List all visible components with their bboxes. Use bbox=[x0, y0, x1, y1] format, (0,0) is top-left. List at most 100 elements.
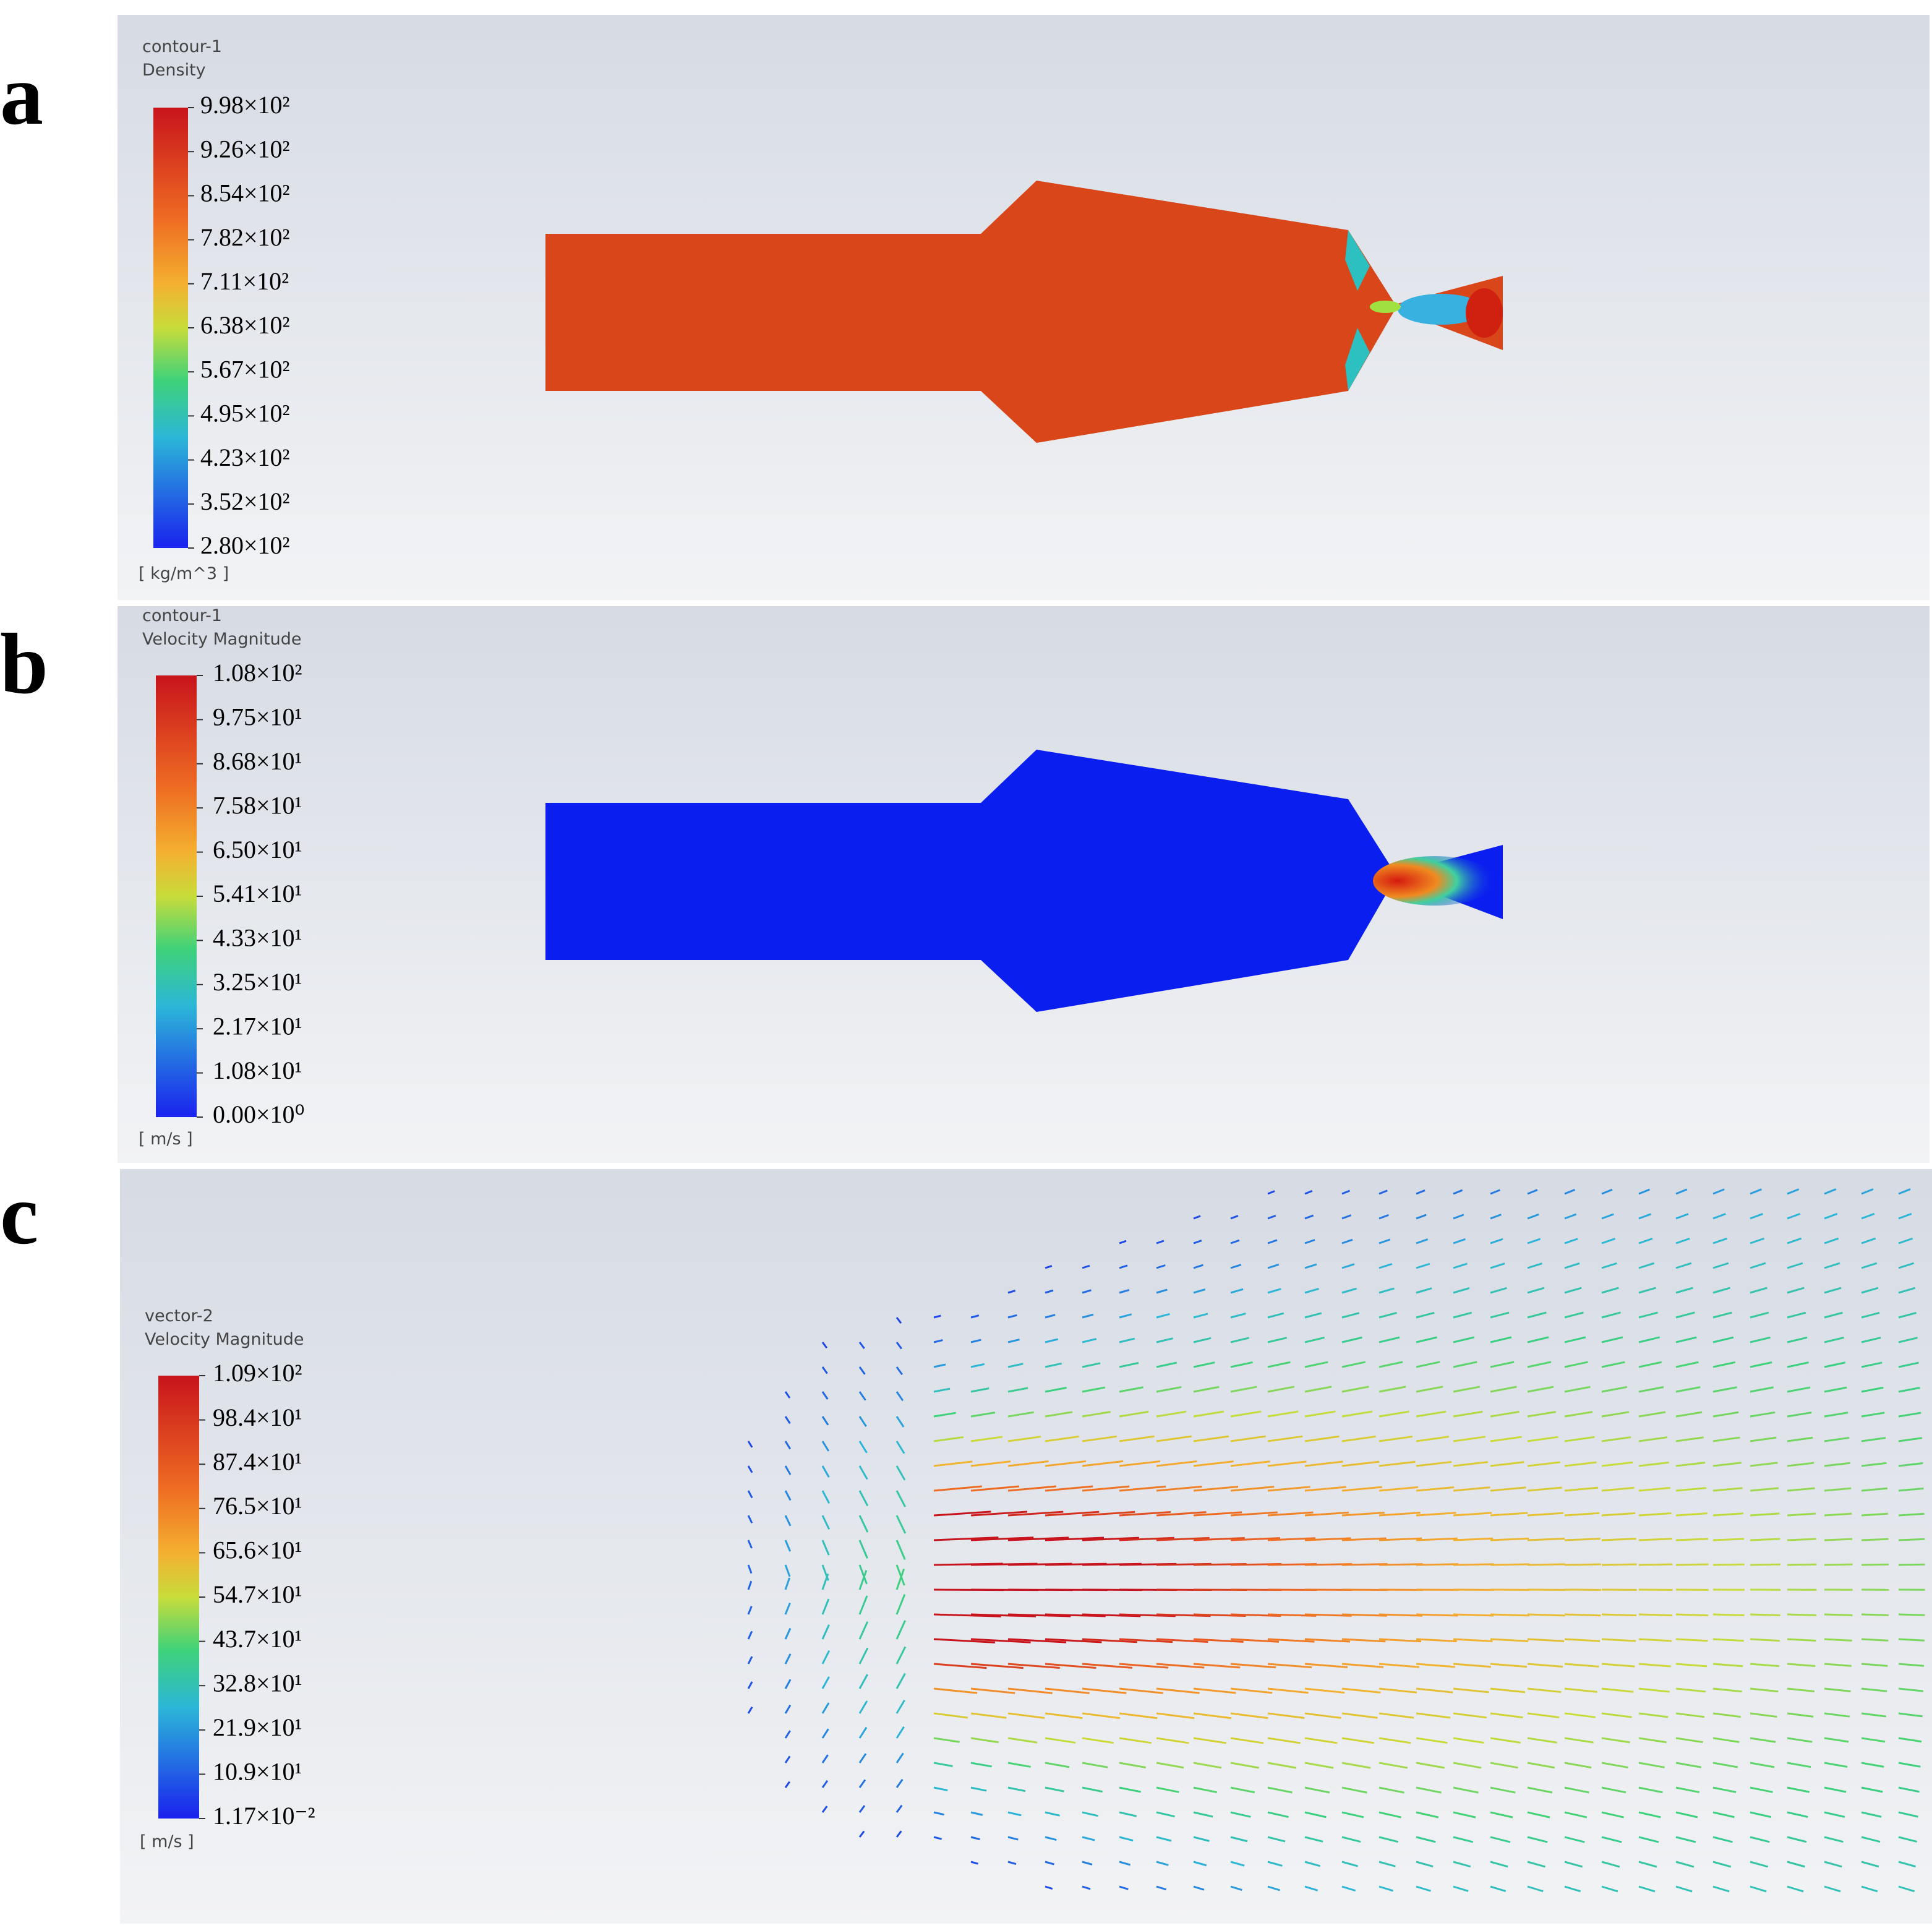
vector-arrow bbox=[747, 1681, 753, 1689]
vector-arrow bbox=[1898, 1512, 1925, 1517]
vector-arrow bbox=[1341, 1885, 1356, 1892]
vector-arrow bbox=[1007, 1712, 1045, 1719]
vector-arrow bbox=[1675, 1563, 1709, 1566]
vector-arrow bbox=[1898, 1312, 1917, 1319]
vector-arrow bbox=[1898, 1687, 1924, 1692]
vector-arrow bbox=[1861, 1262, 1878, 1269]
vector-arrow bbox=[1824, 1836, 1844, 1843]
vector-arrow bbox=[1712, 1712, 1741, 1718]
vector-arrow bbox=[1564, 1311, 1584, 1319]
vector-arrow bbox=[1527, 1512, 1564, 1517]
vector-arrow bbox=[858, 1779, 866, 1788]
vector-arrow bbox=[1119, 1460, 1161, 1467]
vector-arrow bbox=[1527, 1411, 1557, 1418]
vector-arrow bbox=[1045, 1289, 1054, 1294]
vector-arrow bbox=[1230, 1537, 1280, 1541]
vector-arrow bbox=[1750, 1638, 1780, 1642]
vector-arrow bbox=[1564, 1189, 1576, 1195]
vector-arrow bbox=[1230, 1663, 1276, 1669]
vector-arrow bbox=[1341, 1687, 1381, 1694]
vector-arrow bbox=[1490, 1563, 1530, 1566]
vector-arrow bbox=[1638, 1712, 1669, 1718]
vector-arrow bbox=[1787, 1188, 1800, 1195]
vector-arrow bbox=[784, 1653, 792, 1665]
vector-arrow bbox=[1601, 1786, 1626, 1794]
vector-arrow bbox=[1750, 1663, 1779, 1668]
vector-arrow bbox=[1378, 1885, 1394, 1892]
vector-arrow bbox=[1490, 1311, 1510, 1319]
vector-arrow bbox=[1750, 1287, 1767, 1294]
vector-arrow bbox=[1416, 1861, 1434, 1867]
vector-arrow bbox=[1230, 1337, 1249, 1343]
vector-arrow bbox=[1267, 1214, 1276, 1220]
vector-arrow bbox=[1861, 1762, 1884, 1768]
vector-arrow bbox=[1193, 1613, 1246, 1617]
vector-arrow bbox=[1861, 1212, 1875, 1220]
vector-arrow bbox=[784, 1490, 792, 1501]
vector-arrow bbox=[1453, 1687, 1489, 1694]
vector-arrow bbox=[784, 1627, 792, 1640]
vector-arrow bbox=[1341, 1238, 1353, 1245]
vector-arrow bbox=[821, 1342, 828, 1349]
vector-arrow bbox=[1490, 1512, 1528, 1517]
vector-arrow bbox=[1193, 1511, 1242, 1517]
vector-arrow bbox=[1898, 1563, 1925, 1566]
vector-arrow bbox=[821, 1728, 829, 1739]
vector-arrow bbox=[1045, 1314, 1056, 1319]
vector-arrow bbox=[970, 1613, 1037, 1617]
vector-arrow bbox=[1750, 1361, 1772, 1368]
vector-arrow bbox=[1267, 1263, 1280, 1269]
vector-arrow bbox=[1750, 1885, 1767, 1893]
vector-arrow bbox=[1193, 1638, 1244, 1643]
vector-arrow bbox=[1898, 1487, 1924, 1492]
vector-arrow bbox=[1230, 1486, 1275, 1492]
vector-arrow bbox=[1082, 1663, 1132, 1669]
vector-arrow bbox=[1861, 1861, 1879, 1868]
vector-arrow bbox=[1453, 1214, 1464, 1220]
vector-arrow bbox=[1193, 1712, 1232, 1720]
vector-arrow bbox=[970, 1460, 1011, 1467]
vector-arrow bbox=[1787, 1613, 1817, 1616]
vector-arrow bbox=[1156, 1712, 1195, 1720]
vector-arrow bbox=[1712, 1361, 1736, 1368]
vector-arrow bbox=[895, 1441, 905, 1454]
vector-arrow bbox=[1750, 1512, 1780, 1517]
vector-arrow bbox=[1267, 1861, 1283, 1867]
panel-bg bbox=[120, 1169, 1932, 1924]
vector-arrow bbox=[1341, 1361, 1366, 1368]
vector-arrow bbox=[1007, 1339, 1020, 1343]
vector-arrow bbox=[1675, 1786, 1700, 1794]
vector-arrow bbox=[1119, 1264, 1128, 1269]
vector-arrow bbox=[1193, 1361, 1215, 1368]
vector-arrow bbox=[1119, 1687, 1163, 1694]
vector-arrow bbox=[1045, 1885, 1053, 1890]
vector-arrow bbox=[1156, 1613, 1211, 1617]
vector-arrow bbox=[1378, 1460, 1416, 1467]
vector-arrow bbox=[1527, 1786, 1553, 1794]
vector-arrow bbox=[1712, 1762, 1738, 1768]
vector-arrow bbox=[1898, 1811, 1918, 1818]
vector-arrow bbox=[1824, 1663, 1852, 1667]
vector-arrow bbox=[1007, 1836, 1019, 1841]
vector-arrow bbox=[1712, 1188, 1725, 1195]
vector-arrow bbox=[1787, 1436, 1813, 1442]
vector-arrow bbox=[1490, 1537, 1529, 1541]
vector-arrow bbox=[784, 1465, 792, 1475]
vector-arrow bbox=[1304, 1663, 1348, 1668]
vector-arrow bbox=[895, 1391, 904, 1402]
colorbar-tick-label: 9.26×10² bbox=[200, 135, 290, 163]
vector-arrow bbox=[1193, 1836, 1210, 1842]
colorbar-tick-label: 87.4×10¹ bbox=[213, 1447, 302, 1475]
vector-arrow bbox=[1119, 1861, 1131, 1866]
vector-arrow bbox=[1712, 1811, 1735, 1819]
vector-arrow bbox=[1267, 1762, 1297, 1769]
vector-arrow bbox=[1453, 1311, 1473, 1319]
vector-arrow bbox=[1675, 1188, 1688, 1195]
vector-arrow bbox=[1378, 1663, 1420, 1668]
vector-arrow bbox=[1675, 1237, 1690, 1245]
vector-arrow bbox=[1787, 1687, 1815, 1692]
vector-arrow bbox=[1712, 1786, 1737, 1793]
vector-arrow bbox=[1490, 1436, 1522, 1442]
vector-arrow bbox=[1453, 1811, 1476, 1819]
vector-arrow bbox=[1750, 1213, 1763, 1220]
